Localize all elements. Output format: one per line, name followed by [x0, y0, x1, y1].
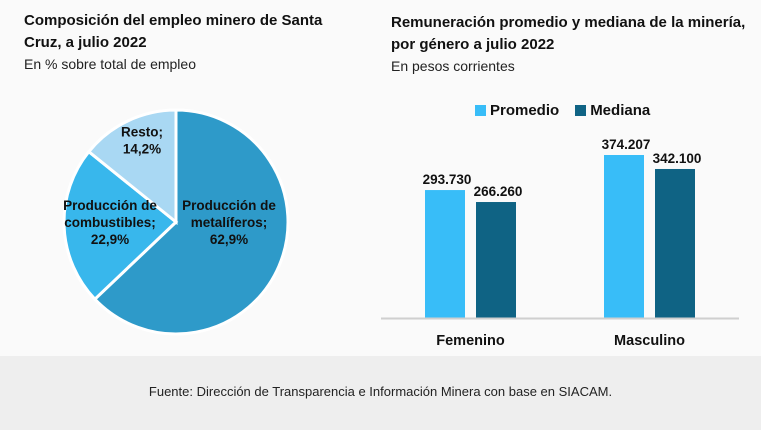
bar-value-label-femenino-mediana: 266.260: [474, 184, 523, 199]
bar-value-label-masculino-promedio: 374.207: [602, 137, 651, 152]
pie-chart-title: Composición del empleo minero de Santa C…: [24, 12, 323, 51]
legend-label-mediana: Mediana: [590, 102, 651, 119]
category-label-masculino: Masculino: [614, 333, 685, 349]
legend-item-promedio: Promedio: [475, 102, 559, 119]
footer-band: Fuente: Dirección de Transparencia e Inf…: [0, 356, 761, 430]
pie-slice-resto: [86, 108, 178, 226]
bar-chart-title: Remuneración promedio y mediana de la mi…: [391, 14, 746, 53]
pie-slice-produccion-de-metaliferos: [92, 108, 290, 336]
legend-label-promedio: Promedio: [490, 102, 560, 119]
pie-label-produccion-de-metaliferos: Producción de metalíferos; 62,9%: [182, 198, 276, 247]
bar-masculino-promedio: [604, 155, 644, 318]
bar-chart-legend: Promedio Mediana: [475, 102, 650, 119]
category-label-femenino: Femenino: [436, 333, 505, 349]
legend-swatch-promedio: [475, 105, 486, 116]
pie-label-produccion-de-combustibles: Producción de combustibles; 22,9%: [63, 198, 157, 247]
bar-masculino-mediana: [655, 168, 695, 318]
pie-label-resto: Resto; 14,2%: [121, 125, 163, 157]
bar-femenino-promedio: [425, 190, 465, 318]
pie-slice-produccion-de-combustibles: [62, 149, 179, 302]
pie-chart-subtitle: En % sobre total de empleo: [24, 56, 196, 72]
pie-chart: Producción de metalíferos; 62,9% Producción…: [62, 108, 290, 336]
bar-femenino-mediana: [476, 202, 516, 318]
bar-value-label-femenino-promedio: 293.730: [423, 172, 472, 187]
legend-item-mediana: Mediana: [575, 102, 650, 119]
bar-chart-subtitle: En pesos corrientes: [391, 58, 515, 74]
bar-value-label-masculino-mediana: 342.100: [653, 151, 702, 166]
source-note: Fuente: Dirección de Transparencia e Inf…: [148, 384, 613, 399]
legend-swatch-mediana: [575, 105, 587, 116]
